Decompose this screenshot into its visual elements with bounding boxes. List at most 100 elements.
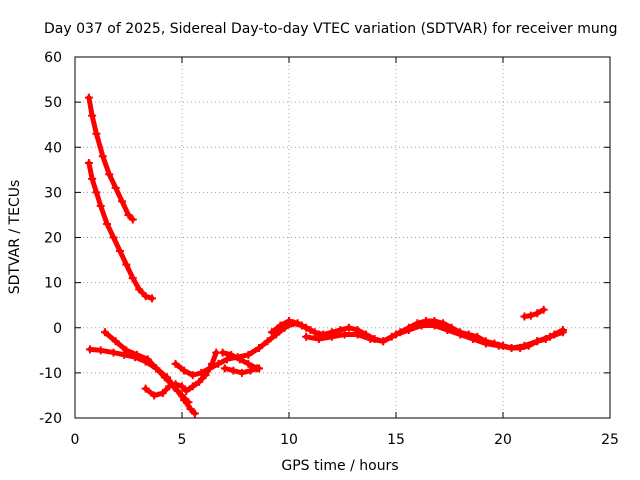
data-point: [404, 326, 413, 335]
series-arc-10: [302, 321, 567, 353]
data-point: [246, 366, 255, 375]
data-point: [115, 247, 124, 256]
data-point: [235, 355, 244, 364]
data-point: [84, 159, 93, 168]
data-point: [417, 321, 426, 330]
data-point: [165, 382, 174, 391]
data-point: [109, 233, 118, 242]
data-point: [188, 371, 197, 380]
series-arc-5: [141, 348, 221, 400]
data-point: [494, 341, 503, 350]
y-tick-label: 50: [44, 95, 62, 111]
data-point: [533, 337, 542, 346]
x-axis-label: GPS time / hours: [281, 458, 398, 474]
data-point: [255, 344, 264, 353]
y-tick-label: 10: [44, 276, 62, 292]
data-point: [430, 321, 439, 330]
data-point: [558, 328, 567, 337]
data-point: [105, 170, 114, 179]
data-point: [336, 326, 345, 335]
x-tick-label: 20: [494, 432, 512, 448]
data-point: [122, 260, 131, 269]
data-point: [469, 335, 478, 344]
chart-title: Day 037 of 2025, Sidereal Day-to-day VTE…: [44, 21, 618, 37]
data-point: [456, 330, 465, 339]
data-point: [190, 409, 199, 418]
data-point: [171, 359, 180, 368]
data-point: [133, 350, 142, 359]
x-tick-label: 15: [387, 432, 405, 448]
data-point: [150, 391, 159, 400]
data-point: [222, 355, 231, 364]
data-point: [507, 344, 516, 353]
data-point: [100, 328, 109, 337]
data-point: [148, 294, 157, 303]
series-arc-8: [220, 364, 264, 377]
data-point: [92, 188, 101, 197]
data-point: [197, 368, 206, 377]
data-point: [327, 332, 336, 341]
y-tick-label: 40: [44, 140, 62, 156]
data-point: [205, 364, 214, 373]
y-axis-label: SDTVAR / TECUs: [7, 180, 23, 295]
y-tick-label: -10: [39, 366, 62, 382]
data-point: [98, 152, 107, 161]
data-point: [122, 346, 131, 355]
data-point: [227, 350, 236, 359]
y-tick-label: 60: [44, 50, 62, 66]
data-point: [520, 341, 529, 350]
data-point: [111, 337, 120, 346]
data-point: [188, 382, 197, 391]
data-point: [88, 174, 97, 183]
data-point: [229, 366, 238, 375]
data-point: [285, 316, 293, 325]
data-point: [392, 330, 400, 339]
data-point: [263, 337, 272, 346]
data-point: [267, 328, 276, 337]
data-point: [96, 201, 105, 210]
data-point: [109, 348, 118, 357]
data-point: [218, 348, 227, 357]
data-point: [84, 93, 93, 102]
data-point: [481, 339, 490, 348]
data-point: [276, 321, 285, 330]
data-point: [96, 346, 105, 355]
y-tick-label: 20: [44, 231, 62, 247]
data-point: [178, 391, 186, 400]
data-point: [171, 380, 180, 389]
data-point: [195, 377, 204, 386]
x-tick-label: 10: [280, 432, 298, 448]
data-point: [135, 285, 144, 294]
axis-ticks: 0 5 10 15 20 25 -20 -10 0 10 20 30 40 50 60: [39, 50, 619, 448]
y-tick-label: -20: [39, 411, 62, 427]
series-arc-1: [84, 93, 137, 224]
data-point: [180, 366, 189, 375]
data-point: [103, 219, 112, 228]
data-point: [85, 345, 94, 354]
data-point: [88, 111, 97, 120]
data-point: [526, 311, 535, 320]
grid-lines: [75, 57, 610, 418]
data-point: [379, 337, 388, 346]
data-point: [255, 364, 264, 373]
data-point: [533, 309, 542, 318]
data-point: [340, 330, 349, 339]
data-point: [293, 319, 302, 328]
y-tick-label: 30: [44, 185, 62, 201]
data-point: [152, 364, 161, 373]
data-point: [244, 359, 253, 368]
data-point: [178, 382, 186, 391]
series-arc-7: [218, 348, 261, 373]
series-line: [86, 160, 155, 301]
data-point: [344, 323, 353, 332]
data-point: [244, 350, 253, 359]
data-point: [302, 332, 311, 341]
data-point: [118, 197, 127, 206]
data-point: [143, 355, 152, 364]
data-point: [158, 389, 167, 398]
data-point: [182, 386, 191, 395]
x-tick-label: 25: [601, 432, 619, 448]
data-point: [539, 305, 548, 314]
series-line: [173, 320, 322, 378]
